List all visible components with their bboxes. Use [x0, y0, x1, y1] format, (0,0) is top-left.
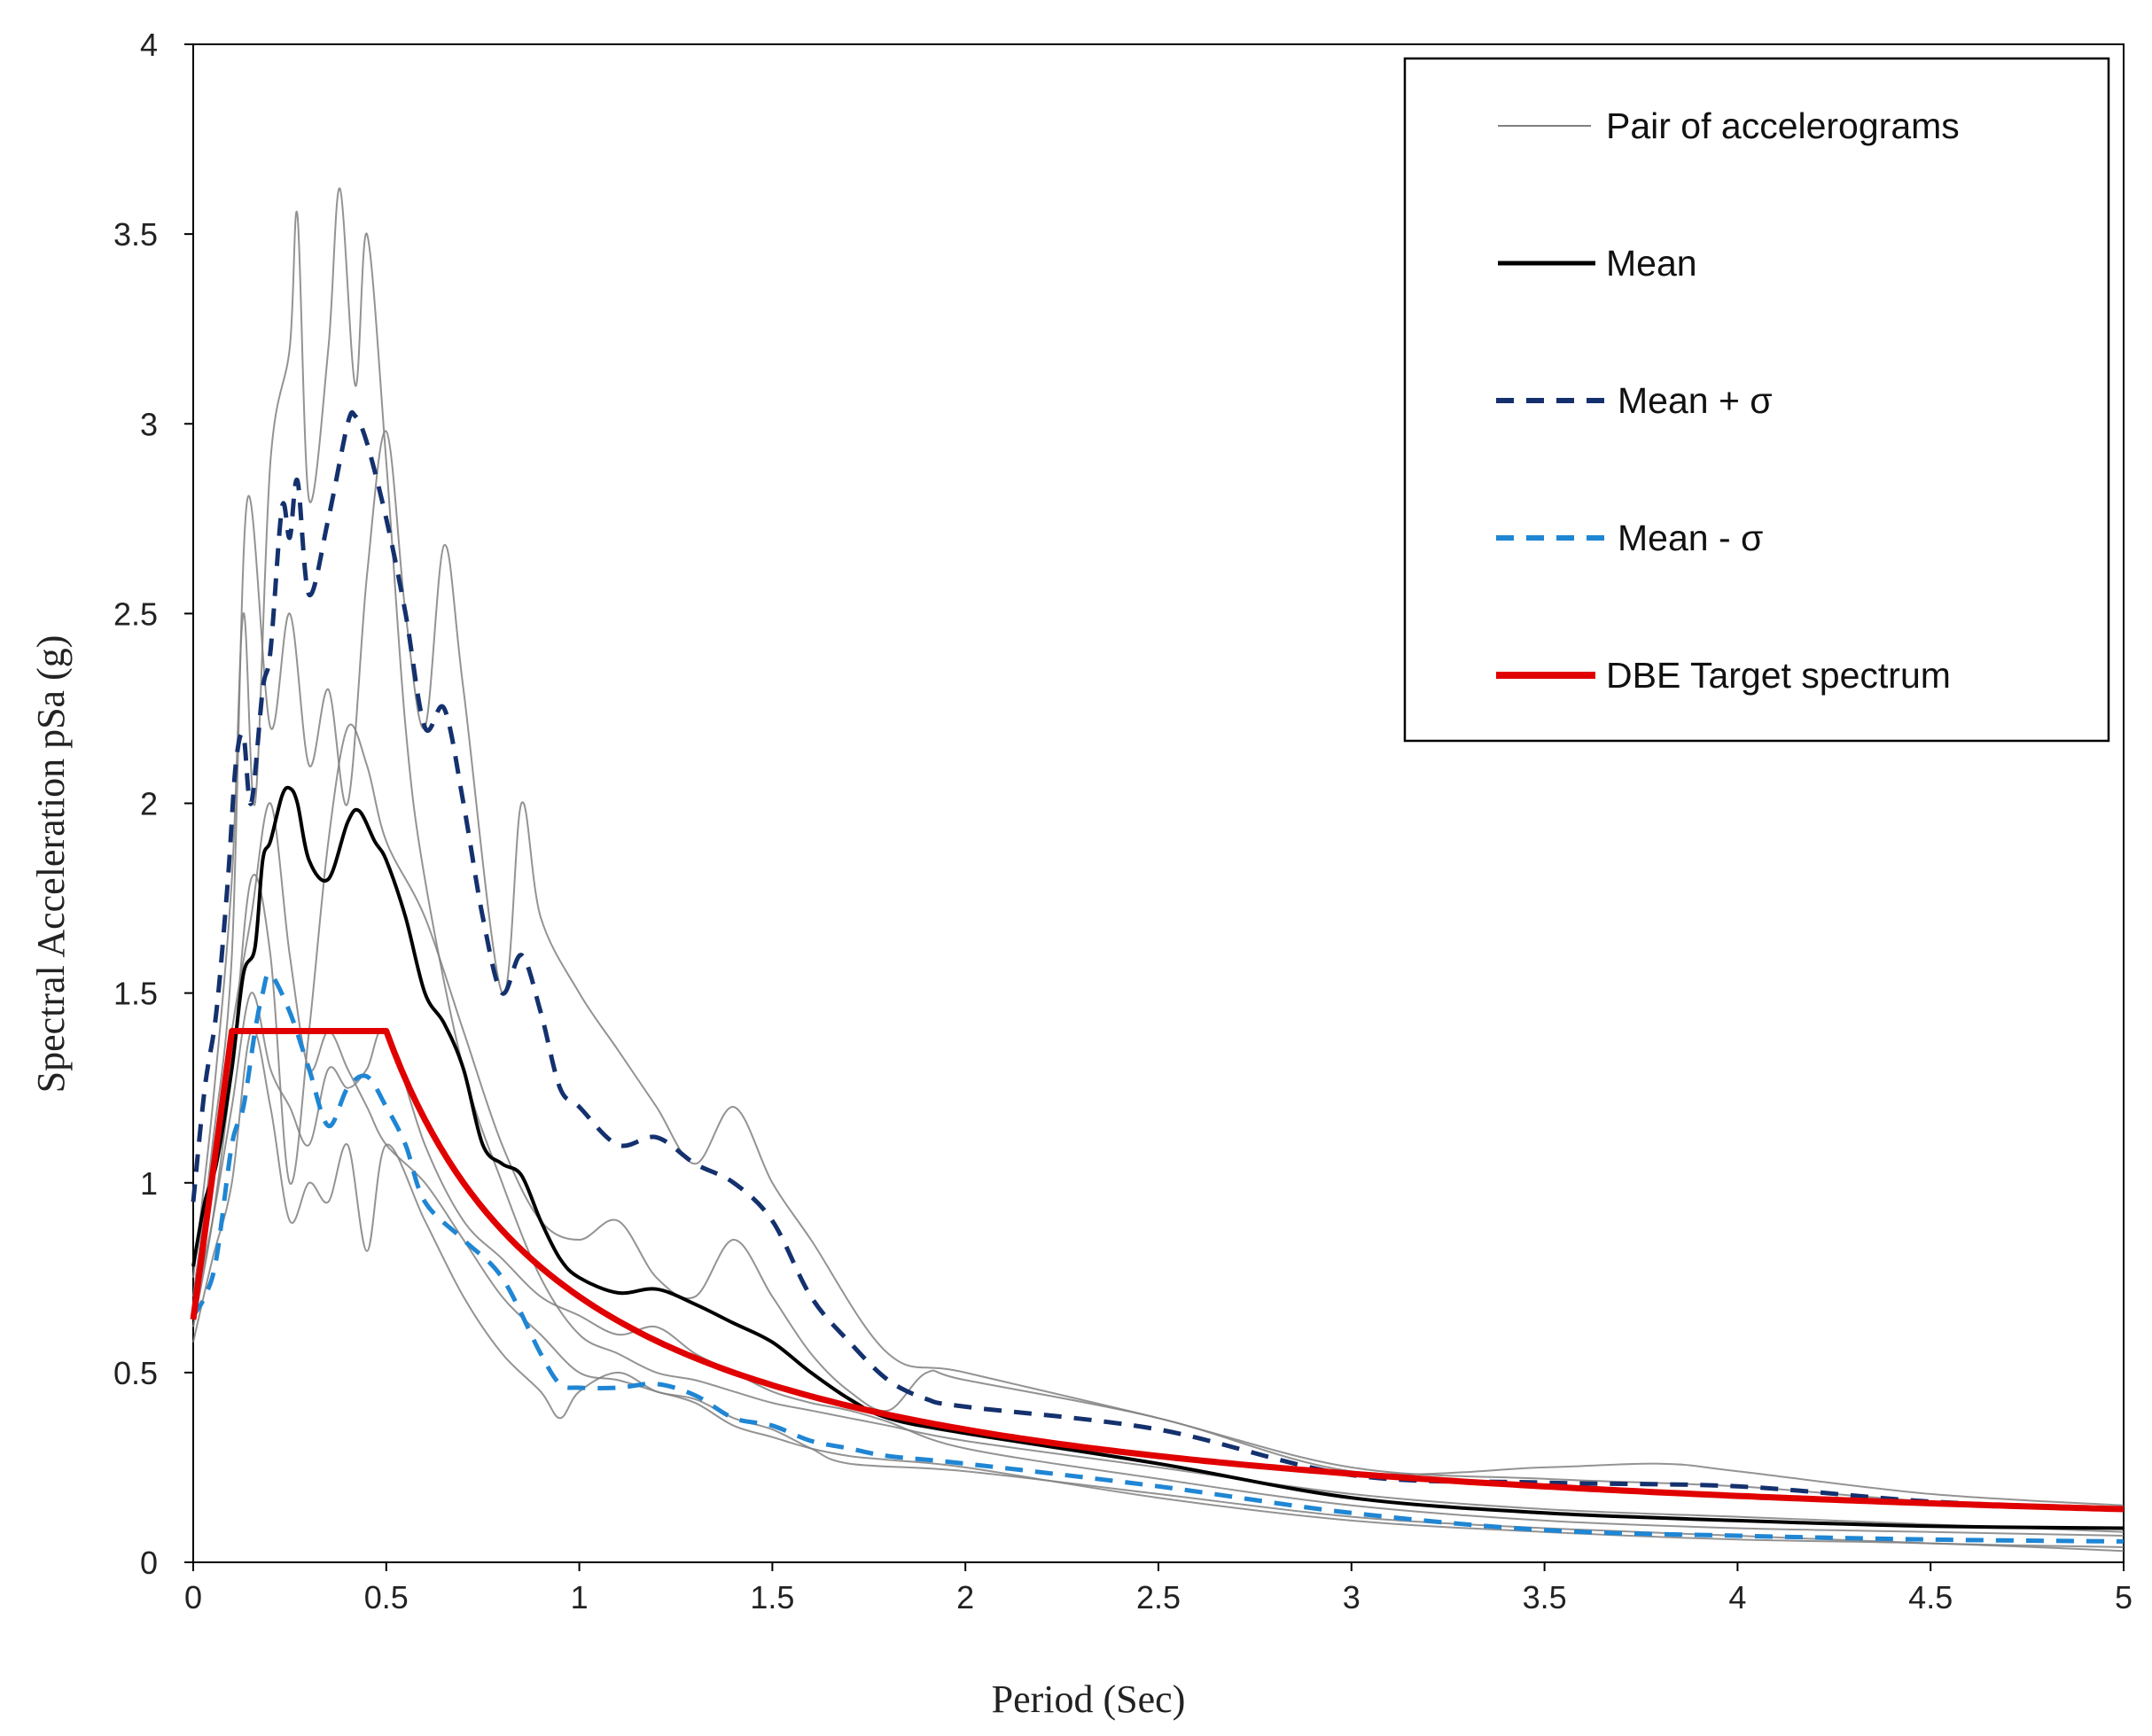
y-tick-label: 2 [140, 786, 158, 822]
x-tick-label: 4.5 [1908, 1579, 1953, 1615]
legend-label-dbe-target: DBE Target spectrum [1606, 655, 1951, 696]
accelerogram-series-line [192, 802, 2125, 1553]
legend-label-accelerograms: Pair of accelerograms [1606, 105, 1960, 146]
y-tick-label: 2.5 [113, 596, 158, 632]
series-line-mean- [191, 409, 2125, 1512]
y-tick-label: 1.5 [113, 976, 158, 1012]
x-tick-label: 1.5 [750, 1579, 794, 1615]
x-axis-title: Period (Sec) [992, 1678, 1186, 1721]
y-tick-label: 3.5 [113, 216, 158, 253]
accelerogram-series-line [192, 1028, 2125, 1548]
x-tick-label: 3 [1343, 1579, 1361, 1615]
x-tick-label: 0 [184, 1579, 202, 1615]
y-axis-title: Spectral Acceleration pSa (g) [29, 635, 73, 1094]
series-line-dbe-target-spectrum [190, 1028, 2125, 1513]
legend-item-mean: Mean [1498, 243, 1697, 284]
x-axis: 0 0.5 1 1.5 2 2.5 3 3.5 4 4.5 5 [184, 1562, 2133, 1615]
x-tick-label: 5 [2115, 1579, 2133, 1615]
x-tick-label: 4 [1728, 1579, 1746, 1615]
legend-label-mean-plus-sigma: Mean + σ [1618, 380, 1773, 421]
legend-label-mean: Mean [1606, 243, 1697, 284]
y-tick-label: 4 [140, 27, 158, 63]
x-tick-label: 3.5 [1523, 1579, 1567, 1615]
y-tick-label: 0.5 [113, 1355, 158, 1391]
y-tick-label: 0 [140, 1545, 158, 1581]
plot-area [190, 43, 2125, 1563]
accelerogram-series-line [192, 723, 2125, 1506]
x-tick-label: 0.5 [364, 1579, 409, 1615]
x-tick-label: 2.5 [1136, 1579, 1181, 1615]
series-line-mean- [191, 971, 2125, 1544]
legend-item-accelerograms: Pair of accelerograms [1498, 105, 1960, 146]
series-line-mean [191, 785, 2125, 1530]
legend-label-mean-minus-sigma: Mean - σ [1618, 518, 1763, 558]
series-layer [190, 187, 2125, 1553]
y-axis: 0 0.5 1 1.5 2 2.5 3 3.5 4 [113, 27, 193, 1581]
legend-item-mean-plus-sigma: Mean + σ [1496, 380, 1773, 421]
legend-box [1403, 57, 2110, 743]
x-tick-label: 2 [956, 1579, 974, 1615]
x-tick-label: 1 [571, 1579, 589, 1615]
accelerogram-series-line [192, 187, 2125, 1533]
legend-item-mean-minus-sigma: Mean - σ [1496, 518, 1763, 558]
y-tick-label: 3 [140, 406, 158, 442]
legend-item-dbe-target: DBE Target spectrum [1496, 655, 1951, 696]
accelerogram-series-line [192, 992, 2125, 1537]
legend: Pair of accelerograms Mean Mean + σ Mean… [1403, 57, 2110, 743]
y-tick-label: 1 [140, 1165, 158, 1202]
